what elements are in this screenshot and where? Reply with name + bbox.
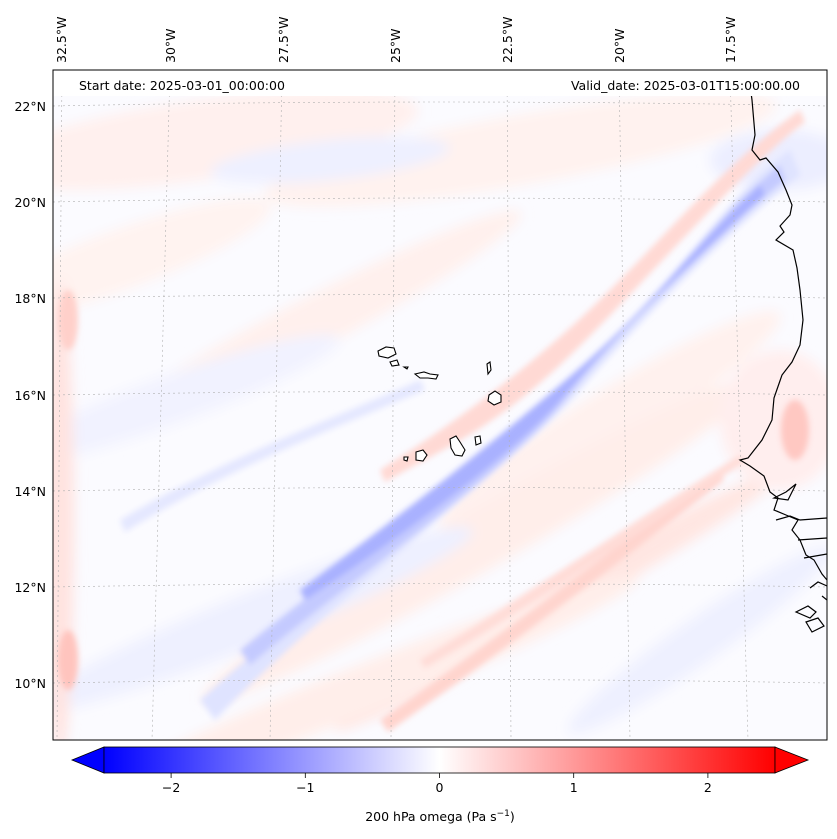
colorbar-tick-label: −2: [162, 780, 180, 795]
cape-verde-islands: [377, 346, 502, 462]
lon-label-25w: 25°W: [388, 28, 403, 63]
island-sao-vicente: [389, 359, 400, 367]
colorbar-tick-label: 1: [570, 780, 578, 795]
colorbar-extend-min: [70, 746, 105, 774]
colorbar-tick-label: 0: [436, 780, 444, 795]
colorbar-ticks: −2 −1 0 1 2: [162, 773, 712, 795]
valid-date-annotation: Valid_date: 2025-03-01T15:00:00.00: [571, 78, 800, 93]
island-santiago: [449, 435, 466, 457]
island-santo-antao: [377, 346, 397, 359]
lat-label-14n: 14°N: [14, 484, 46, 499]
island-boa-vista: [487, 390, 502, 406]
island-santa-luzia: [402, 366, 409, 370]
africa-coastline: [738, 70, 827, 581]
lat-label-12n: 12°N: [14, 580, 46, 595]
annotation-backdrop: [53, 70, 827, 96]
island-maio: [474, 435, 482, 446]
negative-omega-band: [120, 150, 800, 720]
lon-label-32-5w: 32.5°W: [54, 17, 69, 63]
island-fogo: [415, 449, 428, 462]
colorbar-extend-max: [774, 746, 810, 774]
lat-label-18n: 18°N: [14, 291, 46, 306]
graticule: [53, 70, 827, 740]
colorbar-label: 200 hPa omega (Pa s−1): [365, 809, 515, 824]
positive-omega-band: [58, 110, 809, 732]
colorbar: −2 −1 0 1 2 200 hPa omega (Pa s−1): [70, 746, 810, 824]
lon-label-22-5w: 22.5°W: [500, 17, 515, 63]
start-date-annotation: Start date: 2025-03-01_00:00:00: [79, 78, 285, 93]
island-brava: [403, 456, 409, 462]
map-panel: [53, 70, 827, 740]
map-frame: [52, 69, 828, 741]
colorbar-tick-label: −1: [296, 780, 314, 795]
latitude-labels: 22°N 20°N 18°N 16°N 14°N 12°N 10°N: [14, 99, 46, 691]
island-sal: [486, 361, 492, 376]
lon-label-17-5w: 17.5°W: [723, 17, 738, 63]
lon-label-30w: 30°W: [163, 28, 178, 63]
colorbar-gradient: [103, 746, 776, 774]
colorbar-tick-label: 2: [704, 780, 712, 795]
lon-label-27-5w: 27.5°W: [276, 17, 291, 63]
lat-label-16n: 16°N: [14, 388, 46, 403]
lat-label-22n: 22°N: [14, 99, 46, 114]
lat-label-20n: 20°N: [14, 195, 46, 210]
island-sao-nicolau: [413, 371, 439, 380]
longitude-labels: 32.5°W 30°W 27.5°W 25°W 22.5°W 20°W 17.5…: [54, 17, 738, 63]
lat-label-10n: 10°N: [14, 676, 46, 691]
lon-label-20w: 20°W: [612, 28, 627, 63]
coastlines: [738, 70, 827, 633]
